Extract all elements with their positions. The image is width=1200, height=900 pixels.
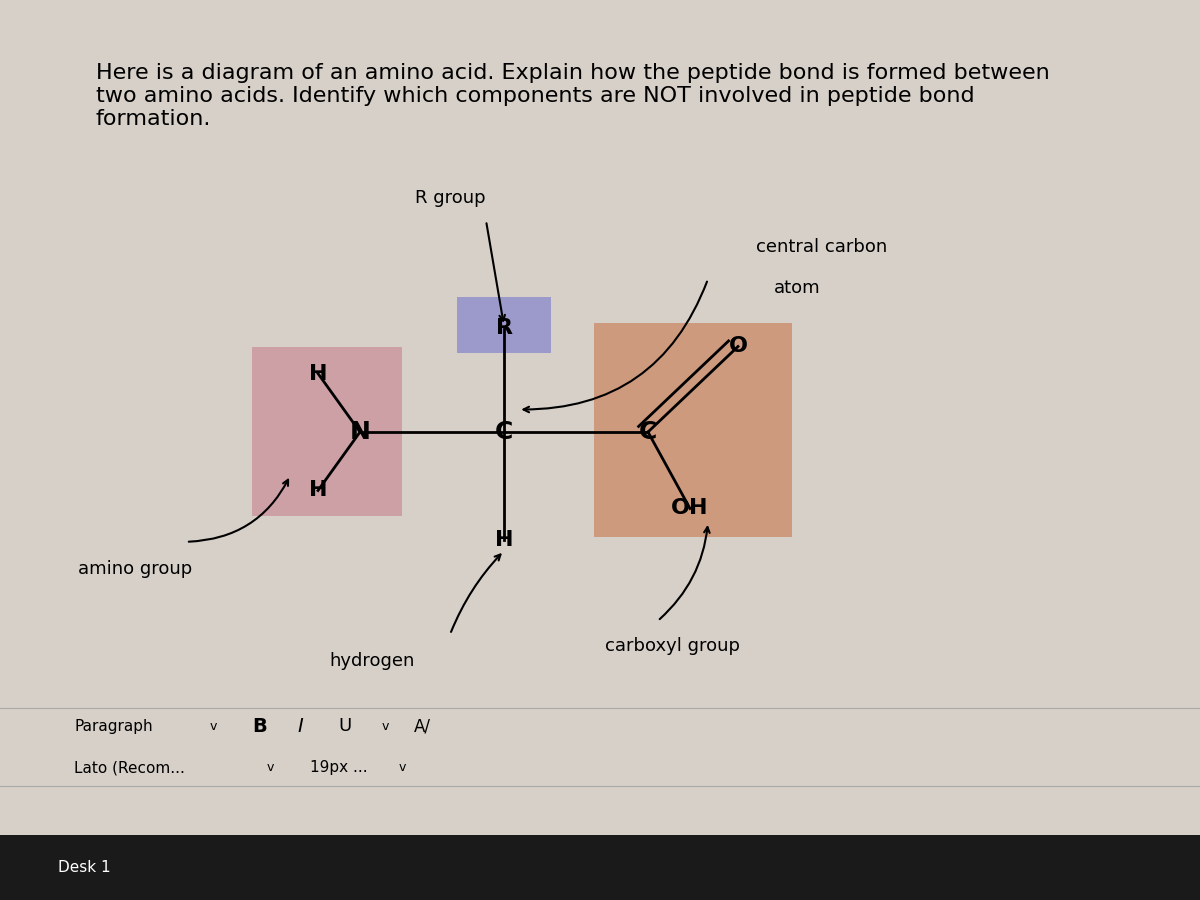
Text: Lato (Recom...: Lato (Recom... bbox=[74, 760, 185, 775]
Text: I: I bbox=[298, 716, 304, 736]
Text: OH: OH bbox=[671, 499, 709, 518]
FancyBboxPatch shape bbox=[594, 323, 792, 537]
Text: atom: atom bbox=[774, 279, 821, 297]
Text: O: O bbox=[728, 337, 748, 356]
Text: Here is a diagram of an amino acid. Explain how the peptide bond is formed betwe: Here is a diagram of an amino acid. Expl… bbox=[96, 63, 1050, 130]
Text: H: H bbox=[308, 481, 328, 500]
Text: Paragraph: Paragraph bbox=[74, 719, 154, 733]
FancyBboxPatch shape bbox=[457, 297, 551, 353]
Text: R: R bbox=[496, 319, 512, 338]
Text: v: v bbox=[266, 761, 274, 774]
Text: A/: A/ bbox=[414, 717, 431, 735]
Text: 19px ...: 19px ... bbox=[310, 760, 367, 775]
Text: H: H bbox=[308, 364, 328, 383]
Text: central carbon: central carbon bbox=[756, 238, 887, 256]
Text: v: v bbox=[382, 720, 389, 733]
Text: U: U bbox=[338, 717, 352, 735]
Text: B: B bbox=[252, 716, 266, 736]
Bar bbox=[0, 835, 1200, 900]
Text: v: v bbox=[398, 761, 406, 774]
Text: v: v bbox=[210, 720, 217, 733]
FancyBboxPatch shape bbox=[252, 346, 402, 516]
Text: C: C bbox=[638, 420, 658, 444]
Text: Desk 1: Desk 1 bbox=[58, 860, 110, 875]
Text: C: C bbox=[494, 420, 514, 444]
Text: R group: R group bbox=[415, 189, 485, 207]
Text: H: H bbox=[494, 530, 514, 550]
Text: N: N bbox=[349, 420, 371, 444]
Text: amino group: amino group bbox=[78, 560, 192, 578]
Text: hydrogen: hydrogen bbox=[329, 652, 415, 670]
Text: carboxyl group: carboxyl group bbox=[605, 637, 739, 655]
